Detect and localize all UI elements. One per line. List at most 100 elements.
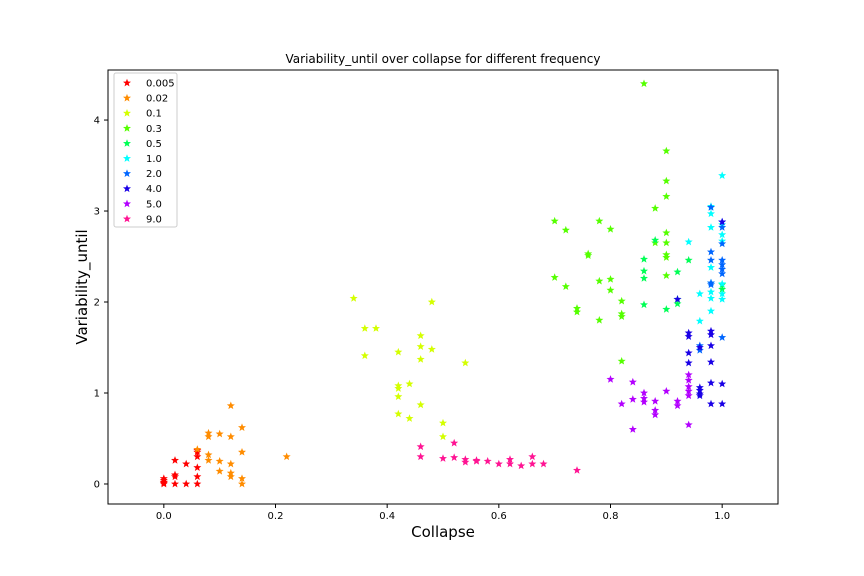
data-point [494, 459, 503, 468]
data-point [394, 392, 403, 401]
data-point [695, 343, 704, 351]
data-point [171, 456, 179, 464]
data-point [662, 146, 671, 155]
y-tick-label: 1 [94, 388, 100, 399]
data-point [539, 459, 548, 468]
legend-box [113, 72, 178, 228]
data-point [360, 351, 369, 360]
data-point [718, 223, 727, 231]
data-point [651, 235, 660, 244]
plot-area [107, 69, 779, 505]
data-point [550, 273, 559, 281]
data-point [628, 425, 637, 433]
data-point [707, 378, 715, 387]
data-point [606, 225, 615, 233]
data-point [662, 305, 671, 313]
data-point [707, 287, 715, 296]
y-tick-label: 2 [94, 298, 100, 309]
data-point [573, 466, 581, 474]
data-point [651, 410, 660, 419]
data-point [718, 265, 727, 273]
data-point [718, 399, 727, 408]
data-point [684, 255, 693, 264]
data-point [215, 467, 224, 475]
y-tick-label: 0 [94, 479, 100, 490]
data-point [651, 396, 660, 405]
data-point [595, 316, 604, 324]
data-point [718, 379, 727, 388]
data-point [193, 452, 202, 461]
data-point [707, 330, 715, 339]
data-point [193, 463, 202, 471]
data-point [204, 432, 213, 441]
legend-label: 0.1 [146, 109, 162, 120]
x-axis: 0.0 0.2 0.4 0.6 0.8 1.0 [156, 504, 730, 522]
data-point [684, 332, 693, 340]
data-point [718, 289, 727, 298]
legend-label: 0.3 [146, 124, 162, 135]
data-point [238, 474, 246, 482]
data-point [707, 357, 715, 366]
data-point [684, 420, 693, 429]
data-point [662, 228, 671, 237]
data-point [416, 452, 425, 461]
data-point [226, 468, 235, 477]
x-tick-label: 1.0 [714, 511, 730, 522]
data-point [707, 341, 715, 350]
legend-marker [123, 93, 131, 102]
legend-marker [123, 199, 131, 208]
data-point [695, 316, 704, 325]
data-point [684, 358, 693, 367]
x-axis-label: Collapse [411, 523, 475, 541]
data-point [640, 274, 648, 282]
data-point [461, 358, 470, 367]
data-point [472, 457, 481, 465]
data-point [673, 295, 682, 303]
data-point [394, 409, 403, 418]
data-point [238, 447, 246, 456]
data-point [628, 377, 637, 386]
data-point [215, 457, 224, 465]
y-tick-label: 4 [94, 116, 100, 127]
data-point [439, 418, 447, 427]
legend-label: 1.0 [146, 154, 162, 165]
data-point [617, 399, 626, 408]
data-point [684, 237, 693, 246]
data-point [204, 450, 213, 459]
data-point [684, 386, 693, 395]
legend-marker [123, 124, 131, 132]
data-point [651, 406, 660, 414]
data-point [416, 442, 425, 451]
data-point [718, 269, 727, 278]
data-point [695, 346, 704, 354]
legend-label: 5.0 [146, 199, 162, 210]
data-point [617, 312, 626, 320]
data-point [573, 307, 581, 316]
data-point [640, 388, 648, 397]
data-point [372, 324, 380, 332]
data-point [573, 304, 581, 312]
data-point [695, 391, 704, 400]
data-point [159, 474, 168, 482]
data-point [640, 79, 648, 88]
data-point [707, 203, 715, 211]
legend-marker [123, 109, 131, 117]
legend-marker [123, 139, 131, 147]
data-point [662, 238, 671, 247]
legend: 0.005 0.02 0.1 0.3 0.5 1.0 2.0 4.0 5.0 9.0 [113, 72, 178, 228]
legend-marker [123, 214, 131, 223]
data-point [226, 432, 235, 441]
data-point [640, 397, 648, 406]
data-point [617, 356, 626, 365]
data-point [215, 429, 224, 438]
data-point [707, 255, 715, 264]
data-point [561, 225, 570, 234]
data-point [204, 428, 213, 437]
data-point [718, 255, 727, 264]
data-point [349, 294, 358, 302]
legend-marker [123, 184, 131, 193]
data-point [606, 285, 615, 294]
data-point [394, 384, 403, 392]
data-point [718, 239, 727, 248]
data-point [707, 209, 715, 218]
